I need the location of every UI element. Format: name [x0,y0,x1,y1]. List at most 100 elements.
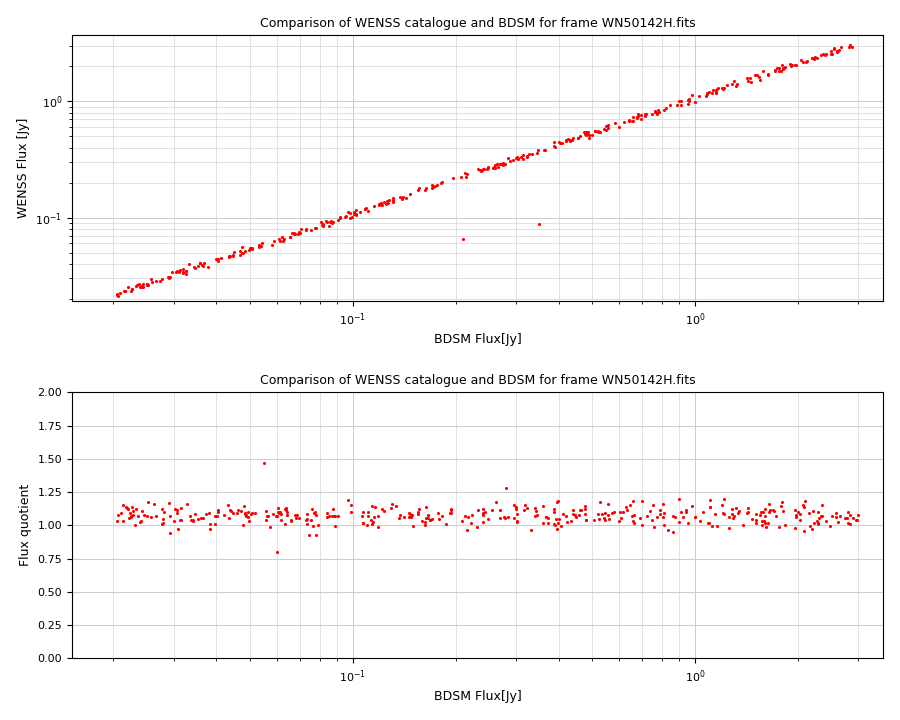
Point [773,500,788,512]
Point [269,510,284,521]
Point [119,501,133,513]
Point [375,503,390,514]
Point [333,212,347,223]
Point [381,196,395,207]
Point [811,517,825,528]
Point [646,499,661,510]
Point [194,513,208,524]
Point [226,508,240,519]
Point [805,52,819,63]
Point [274,235,288,247]
Point [578,508,592,520]
Point [703,501,717,513]
Point [372,510,386,522]
Point [411,503,426,515]
Point [321,510,336,522]
Point [674,99,688,111]
Point [211,506,225,518]
Point [633,512,647,523]
Point [196,513,211,524]
Point [392,513,406,524]
Point [161,272,176,284]
Point [626,114,640,126]
Point [111,291,125,302]
Point [601,510,616,521]
Point [235,241,249,253]
Point [760,68,775,80]
Point [507,500,521,511]
Point [796,525,811,536]
Point [496,159,510,171]
Point [710,84,724,95]
Point [418,184,432,195]
Point [425,179,439,191]
Point [736,519,751,531]
Point [412,182,427,194]
Point [509,516,524,528]
Point [699,88,714,99]
Point [770,62,785,73]
Point [656,510,670,522]
Point [845,41,859,53]
Y-axis label: Flux quotient: Flux quotient [19,485,32,567]
Point [118,286,132,297]
Point [514,151,528,163]
Point [588,125,602,137]
Point [487,161,501,173]
Point [179,265,194,276]
Point [796,56,810,68]
Point [727,75,742,86]
Point [428,181,443,192]
Point [129,503,143,515]
Point [171,523,185,535]
Point [657,508,671,519]
Point [125,283,140,294]
Point [325,510,339,522]
Point [768,66,782,77]
Point [326,503,340,515]
Point [788,505,803,516]
Point [188,263,202,274]
Point [131,279,146,290]
Point [611,122,625,133]
Point [829,507,843,518]
Point [389,500,403,511]
Point [477,163,491,174]
Point [671,95,686,107]
Point [272,233,286,245]
Point [241,506,256,518]
Point [741,502,755,513]
Point [266,508,281,519]
Point [741,507,755,518]
Point [121,503,135,515]
Point [778,519,792,531]
Point [202,507,216,518]
Point [578,503,592,515]
Point [803,520,817,531]
Point [659,102,673,114]
Point [579,127,593,138]
Point [648,105,662,117]
Point [508,152,523,163]
Point [304,515,319,526]
Point [681,96,696,107]
Point [688,511,702,523]
Point [444,505,458,516]
Point [475,509,490,521]
Point [763,504,778,516]
Point [730,78,744,90]
Point [794,55,808,66]
Point [776,63,790,75]
Point [818,50,832,61]
Point [140,278,154,289]
Point [382,194,397,206]
Point [256,457,271,469]
Point [356,506,370,518]
Point [825,48,840,60]
Point [435,176,449,188]
Point [725,513,740,524]
Point [241,515,256,526]
Point [700,89,715,100]
Point [381,197,395,208]
Point [224,505,238,517]
